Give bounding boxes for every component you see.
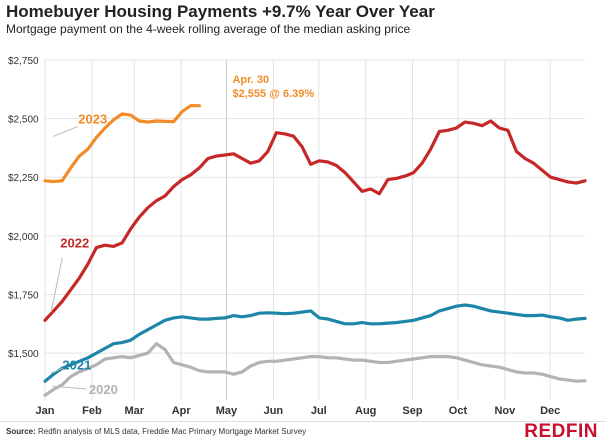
series-layer: 2020 2021 2022 2023 bbox=[43, 104, 587, 397]
series-leader-2021 bbox=[50, 367, 64, 374]
x-tick-label: May bbox=[216, 405, 238, 417]
series-leader-2020 bbox=[52, 385, 87, 390]
series-label-2020: 2020 bbox=[89, 382, 118, 397]
annotation-layer: Apr. 30 $2,555 @ 6.39% bbox=[232, 74, 314, 100]
x-tick-label: Jun bbox=[264, 405, 284, 417]
x-tick-label: Feb bbox=[82, 405, 102, 417]
y-tick-label: $2,750 bbox=[8, 56, 39, 67]
chart-title: Homebuyer Housing Payments +9.7% Year Ov… bbox=[6, 2, 435, 21]
source-text: Redfin analysis of MLS data, Freddie Mac… bbox=[38, 427, 307, 436]
x-tick-label: Nov bbox=[494, 405, 516, 417]
y-tick-label: $2,250 bbox=[8, 173, 39, 184]
axis-layer: $1,500 $1,750 $2,000 $2,250 $2,500 $2,750 Jan F… bbox=[8, 56, 560, 417]
series-label-2023: 2023 bbox=[78, 111, 107, 126]
x-tick-label: Sep bbox=[402, 405, 422, 417]
series-line-2023 bbox=[43, 104, 201, 184]
annotation-date: Apr. 30 bbox=[232, 74, 269, 86]
series-label-2021: 2021 bbox=[62, 358, 91, 373]
y-tick-label: $2,000 bbox=[8, 232, 39, 243]
annotation-value: $2,555 @ 6.39% bbox=[232, 88, 314, 100]
redfin-logo: REDFIN bbox=[524, 421, 598, 442]
y-tick-label: $1,750 bbox=[8, 290, 39, 301]
x-tick-label: Dec bbox=[540, 405, 560, 417]
series-line-2020 bbox=[43, 342, 587, 397]
source-note: Source: Redfin analysis of MLS data, Fre… bbox=[6, 427, 306, 436]
chart-subtitle: Mortgage payment on the 4-week rolling a… bbox=[6, 22, 411, 36]
x-tick-label: Mar bbox=[124, 405, 144, 417]
x-tick-label: Apr bbox=[172, 405, 192, 417]
x-tick-label: Aug bbox=[355, 405, 376, 417]
x-tick-label: Jan bbox=[36, 405, 55, 417]
y-tick-label: $2,500 bbox=[8, 115, 39, 126]
series-leader-2022 bbox=[50, 257, 63, 313]
footer-divider bbox=[0, 421, 606, 422]
grid-layer bbox=[44, 59, 585, 400]
series-line-2021 bbox=[43, 303, 587, 383]
series-leader-2023 bbox=[52, 125, 79, 137]
x-tick-label: Oct bbox=[449, 405, 468, 417]
source-label: Source: bbox=[6, 427, 36, 436]
y-tick-label: $1,500 bbox=[8, 349, 39, 360]
series-label-2022: 2022 bbox=[60, 236, 89, 251]
series-line-2022 bbox=[43, 119, 587, 322]
x-tick-label: Jul bbox=[311, 405, 327, 417]
